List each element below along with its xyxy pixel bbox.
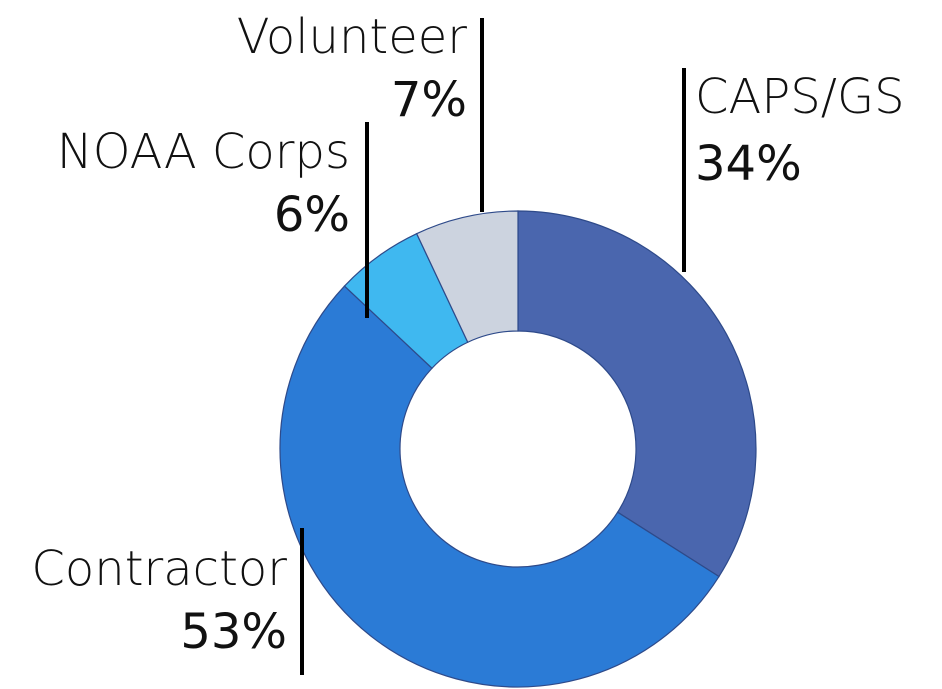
donut-slice xyxy=(415,210,519,344)
value-label: 7% xyxy=(391,72,467,128)
category-label: NOAA Corps xyxy=(57,124,350,180)
category-label: Volunteer xyxy=(237,9,468,65)
category-label: CAPS/GS xyxy=(695,69,905,125)
value-label: 6% xyxy=(274,187,350,243)
donut-slice xyxy=(279,285,720,688)
value-label: 53% xyxy=(180,604,287,660)
value-label: 34% xyxy=(695,136,802,192)
donut-slice xyxy=(517,210,757,578)
category-label: Contractor xyxy=(31,541,287,597)
